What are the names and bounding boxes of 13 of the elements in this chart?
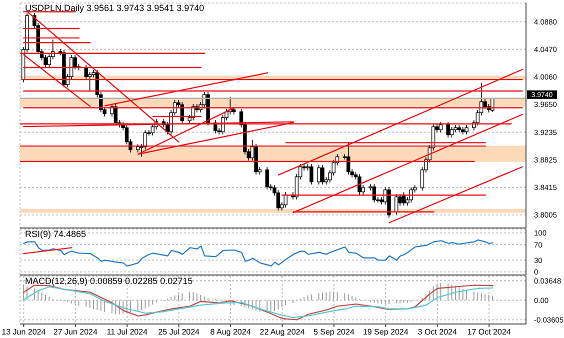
x-tick-label: 3 Oct 2024	[418, 328, 458, 337]
x-tick-label: 13 Jun 2024	[2, 328, 46, 337]
x-tick-label: 8 Aug 2024	[210, 328, 252, 337]
chart-title: RSI(9) 74.4865	[25, 229, 86, 239]
x-tick-label: 27 Jun 2024	[53, 328, 98, 337]
chart-title: MACD(12,26,9) 0.00859 0.02285 0.02715	[25, 276, 193, 286]
x-tick-label: 19 Sep 2024	[362, 328, 409, 337]
x-tick-label: 22 Aug 2024	[260, 328, 306, 337]
chart-title: USDPLN,Daily 3.9561 3.9743 3.9541 3.9740	[25, 3, 204, 13]
x-tick-label: 5 Sep 2024	[313, 328, 355, 337]
x-tick-label: 25 Jul 2024	[158, 328, 200, 337]
x-tick-label: 17 Oct 2024	[467, 328, 512, 337]
x-tick-label: 11 Jul 2024	[106, 328, 148, 337]
